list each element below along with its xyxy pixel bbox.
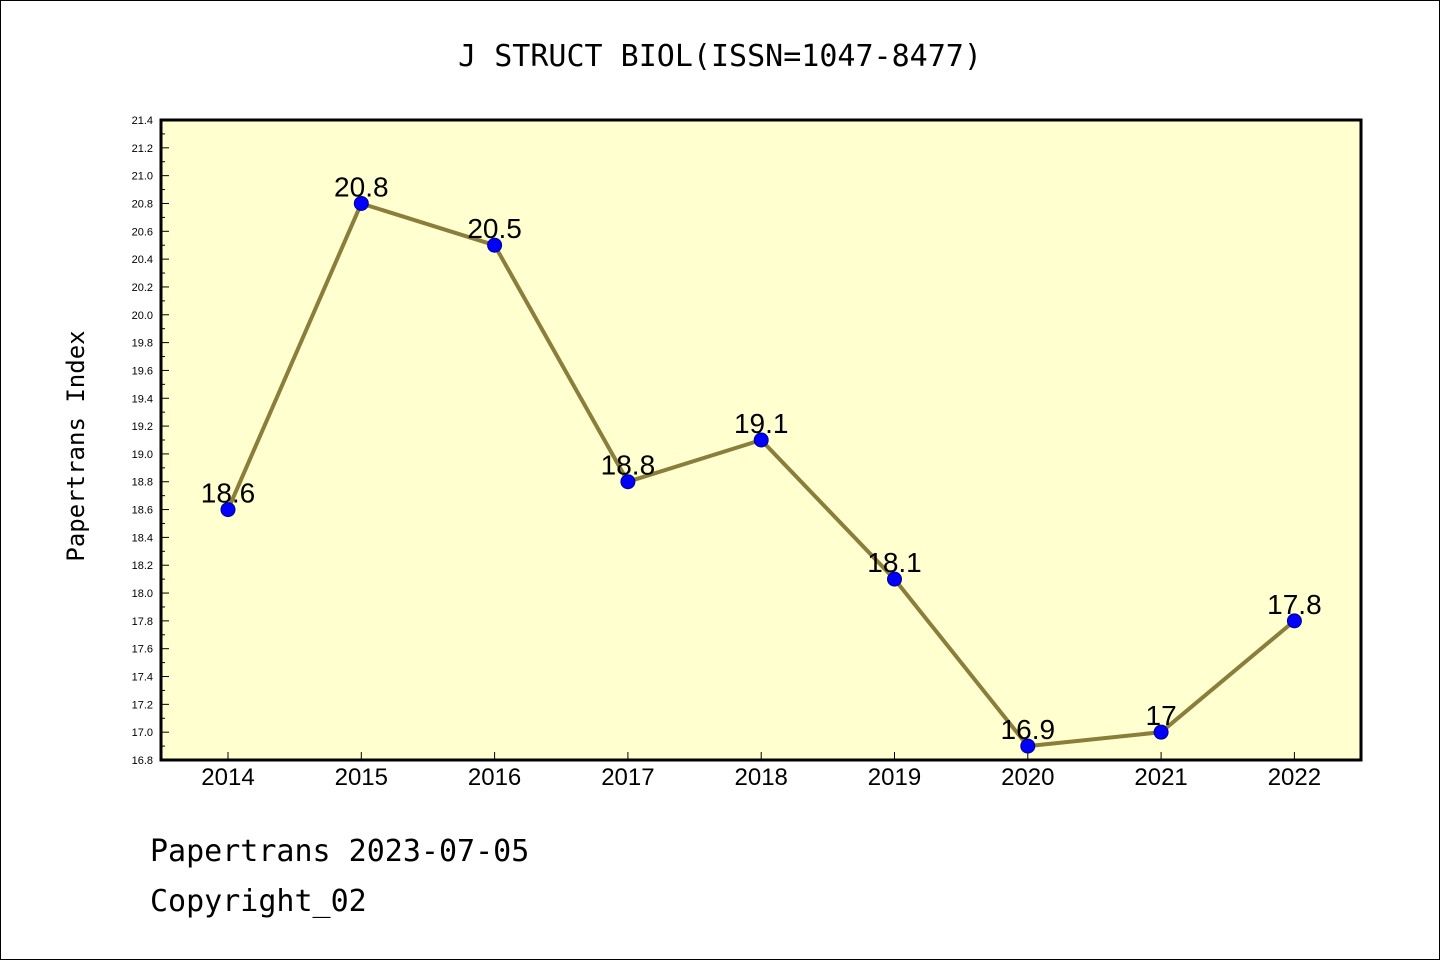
y-tick-label: 21.0 <box>132 171 153 183</box>
data-point <box>620 474 636 490</box>
y-tick-label: 19.6 <box>132 365 153 377</box>
y-tick-label: 18.0 <box>132 588 153 600</box>
x-tick-label: 2015 <box>335 764 388 791</box>
y-tick-label: 17.2 <box>132 699 153 711</box>
data-label: 18.1 <box>867 547 922 578</box>
data-point <box>1020 738 1036 754</box>
x-axis: 2014 2015 2016 2017 2018 2019 2020 2021 2022 <box>201 752 1321 791</box>
data-point <box>1286 613 1302 629</box>
y-tick-label: 21.4 <box>132 115 153 127</box>
data-label: 17.8 <box>1267 589 1322 620</box>
data-point <box>487 237 503 253</box>
y-tick-label: 17.8 <box>132 616 153 628</box>
data-label: 20.5 <box>467 213 522 244</box>
y-axis-title: Papertrans Index <box>62 330 90 561</box>
data-label: 18.8 <box>601 450 656 481</box>
y-tick-label: 18.4 <box>132 532 153 544</box>
x-tick-label: 2017 <box>601 764 654 791</box>
y-tick-label: 18.2 <box>132 560 153 572</box>
x-tick-label: 2018 <box>735 764 788 791</box>
x-tick-label: 2020 <box>1001 764 1054 791</box>
data-point <box>1153 724 1169 740</box>
y-tick-label: 17.0 <box>132 727 153 739</box>
y-tick-label: 20.6 <box>132 226 153 238</box>
chart-title: J STRUCT BIOL(ISSN=1047-8477) <box>458 39 982 74</box>
data-label: 18.6 <box>201 478 256 509</box>
x-tick-label: 2016 <box>468 764 521 791</box>
series-line-group: 18.6 20.8 20.5 18.8 19.1 18.1 16.9 17 17.8 <box>201 171 1322 754</box>
data-point <box>887 571 902 587</box>
y-tick-label: 20.0 <box>132 310 153 322</box>
y-tick-label: 19.8 <box>132 338 153 350</box>
y-tick-label: 17.6 <box>132 644 153 656</box>
y-tick-label: 19.0 <box>132 449 153 461</box>
y-tick-label: 20.8 <box>132 198 153 210</box>
data-label: 20.8 <box>334 171 389 202</box>
data-label: 19.1 <box>734 408 789 439</box>
data-label: 16.9 <box>1001 714 1056 745</box>
x-tick-label: 2021 <box>1134 764 1187 791</box>
y-axis: 16.8 17.0 17.2 17.4 17.6 17.8 18.0 18.2 18.4 18.6… <box>132 115 169 767</box>
y-tick-label: 21.2 <box>132 143 153 155</box>
y-tick-label: 19.4 <box>132 393 153 405</box>
y-tick-label: 20.2 <box>132 282 153 294</box>
y-tick-label: 20.4 <box>132 254 153 266</box>
y-tick-label: 17.4 <box>132 672 153 684</box>
x-tick-label: 2019 <box>868 764 921 791</box>
x-tick-label: 2014 <box>201 764 254 791</box>
y-tick-label: 19.2 <box>132 421 153 433</box>
data-point <box>353 195 369 211</box>
y-tick-label: 18.6 <box>132 505 153 517</box>
data-label: 17 <box>1146 700 1177 731</box>
footer-source-date: Papertrans 2023-07-05 <box>150 834 530 869</box>
data-point <box>220 502 236 518</box>
y-tick-label: 18.8 <box>132 477 153 489</box>
footer-copyright: Copyright_02 <box>150 884 367 919</box>
y-tick-label: 16.8 <box>132 755 153 767</box>
data-point <box>753 432 769 448</box>
x-tick-label: 2022 <box>1268 764 1321 791</box>
